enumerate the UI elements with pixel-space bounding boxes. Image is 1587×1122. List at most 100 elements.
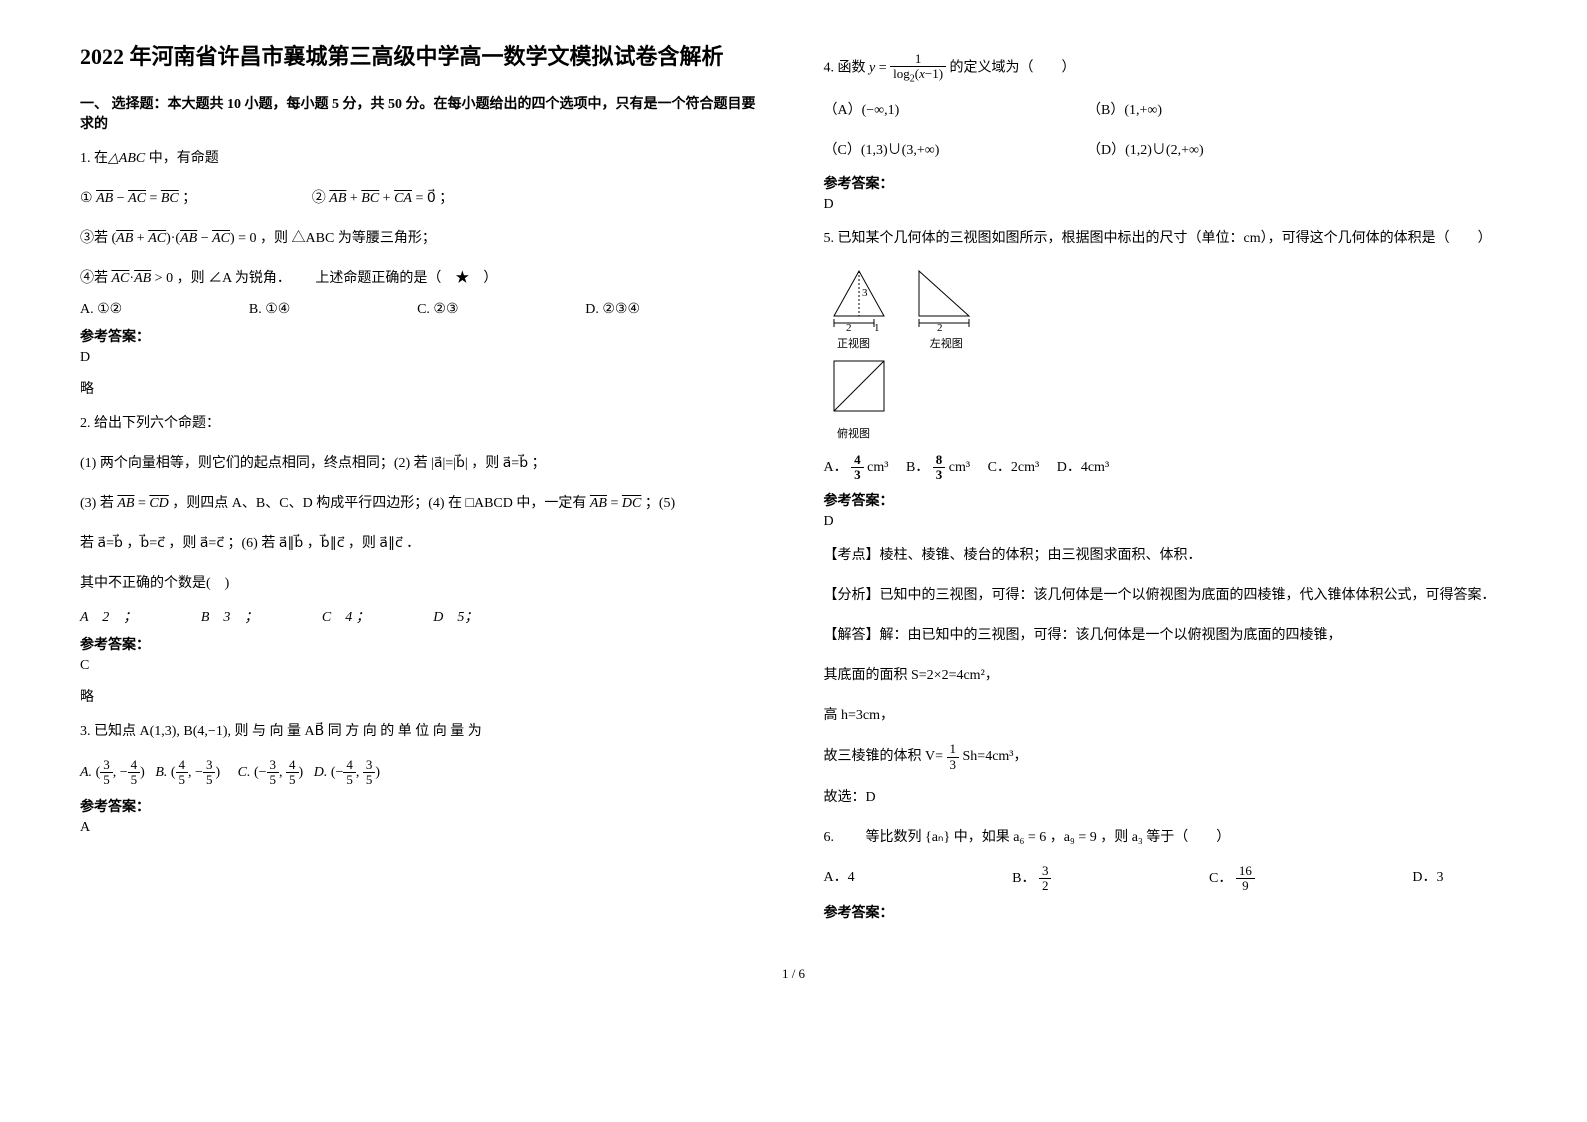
q2-opt-b: B 3 ； xyxy=(201,606,259,626)
q4-stem-pre: 4. 函数 xyxy=(824,61,870,76)
q1-vec-ab2: AB xyxy=(329,191,346,206)
q2-opt-c: C 4 ； xyxy=(322,606,370,626)
q5-opt-a-post: cm³ xyxy=(867,460,888,475)
svg-text:3: 3 xyxy=(862,287,868,299)
q1-prop1-label: ① xyxy=(80,191,96,206)
question-3-stem: 3. 已知点 A(1,3), B(4,−1), 则 与 向 量 AB⃗ 同 方 … xyxy=(80,718,764,746)
q3-answer: A xyxy=(80,820,764,836)
question-2-stem: 2. 给出下列六个命题： xyxy=(80,410,764,438)
q6-opt-b: B． 32 xyxy=(1012,864,1051,894)
q1-opt-d: D. ②③④ xyxy=(585,301,640,318)
q5-exp-sol4: 故三棱锥的体积 V= 13 Sh=4cm³， xyxy=(824,742,1508,772)
section-1-heading: 一、 选择题：本大题共 10 小题，每小题 5 分，共 50 分。在每小题给出的… xyxy=(80,93,764,133)
q4-opt-b: （B）(1,+∞) xyxy=(1087,103,1162,118)
q2-opt-a: A 2 ； xyxy=(80,606,137,626)
q4-answer: D xyxy=(824,197,1508,213)
q1-prop2-label: ② xyxy=(312,191,326,206)
q1-answer-note: 略 xyxy=(80,378,764,398)
answer-label-2: 参考答案： xyxy=(80,634,764,654)
q4-opt-d: （D）(1,2)∪(2,+∞) xyxy=(1087,143,1204,158)
q3-opt-c-pre: C. xyxy=(238,765,251,780)
q1-vec-bc: BC xyxy=(161,191,179,206)
q5-exp-sol5: 故选：D xyxy=(824,784,1508,812)
side-view-label: 左视图 xyxy=(916,335,976,351)
q6-opt-a: A．4 xyxy=(824,864,855,894)
q6-opt-c-pre: C． xyxy=(1209,871,1232,886)
svg-text:2: 2 xyxy=(846,322,852,331)
svg-text:2: 2 xyxy=(937,322,943,331)
q6-options: A．4 B． 32 C． 169 D．3 xyxy=(824,864,1444,894)
q5-exp-tag: 【考点】棱柱、棱锥、棱台的体积；由三视图求面积、体积． xyxy=(824,542,1508,570)
q1-opt-b: B. ①④ xyxy=(249,301,290,318)
q5-exp-sol4-post: Sh=4cm³， xyxy=(963,750,1028,765)
q5-exp-sol3: 高 h=3cm， xyxy=(824,702,1508,730)
top-view-svg xyxy=(824,351,904,421)
answer-label-4: 参考答案： xyxy=(824,173,1508,193)
q3-opt-b-pre: B. xyxy=(155,765,167,780)
q5-opt-d: D．4cm³ xyxy=(1057,460,1109,475)
q2-l2a: (3) 若 xyxy=(80,496,117,511)
q4-opts-row1: （A）(−∞,1) （B）(1,+∞) xyxy=(824,97,1508,125)
q1-prop4-mid: ，则 ∠A 为锐角． xyxy=(177,271,291,286)
q2-line3: 若 a⃗=b⃗ ，b⃗=c⃗ ，则 a⃗=c⃗ ；(6) 若 a⃗∥b⃗ ，b⃗… xyxy=(80,530,764,558)
q2-answer-note: 略 xyxy=(80,686,764,706)
q2-line1: (1) 两个向量相等，则它们的起点相同，终点相同；(2) 若 |a⃗|=|b⃗|… xyxy=(80,450,764,478)
q1-prop3: ③若 (AB + AC)·(AB − AC) = 0 ，则 △ABC 为等腰三角… xyxy=(80,225,764,253)
q3-opt-d-pre: D. xyxy=(314,765,328,780)
q1-options: A. ①② B. ①④ C. ②③ D. ②③④ xyxy=(80,301,640,318)
q1-prop4-end: 上述命题正确的是（ ★ ） xyxy=(315,271,497,286)
q1-prop4: ④若 AC·AB > 0 ，则 ∠A 为锐角． 上述命题正确的是（ ★ ） xyxy=(80,265,764,293)
question-6-stem: 6. 等比数列 {aₙ} 中，如果 a₆ = 6 ，a₉ = 9 ，则 a₃ 等… xyxy=(824,824,1508,852)
q5-exp-an: 【分析】已知中的三视图，可得：该几何体是一个以俯视图为底面的四棱锥，代入锥体体积… xyxy=(824,582,1508,610)
q6-opt-d: D．3 xyxy=(1412,864,1443,894)
q5-opt-c: C．2cm³ xyxy=(988,460,1040,475)
q1-stem-suffix: 中，有命题 xyxy=(145,151,219,166)
q2-line4: 其中不正确的个数是( ) xyxy=(80,570,764,598)
q5-answer: D xyxy=(824,514,1508,530)
q6-opt-c: C． 169 xyxy=(1209,864,1255,894)
q1-opt-a: A. ①② xyxy=(80,301,122,318)
q3-opt-a-pre: A. xyxy=(80,765,92,780)
q1-prop3-prefix: ③若 xyxy=(80,231,112,246)
q2-answer: C xyxy=(80,658,764,674)
q4-opts-row2: （C）(1,3)∪(3,+∞) （D）(1,2)∪(2,+∞) xyxy=(824,137,1508,165)
q1-prop3-suffix: ，则 △ABC 为等腰三角形； xyxy=(260,231,436,246)
q5-exp-sol2: 其底面的面积 S=2×2=4cm²， xyxy=(824,662,1508,690)
q4-opt-c: （C）(1,3)∪(3,+∞) xyxy=(824,137,1084,165)
answer-label-5: 参考答案： xyxy=(824,490,1508,510)
question-5-stem: 5. 已知某个几何体的三视图如图所示，根据图中标出的尺寸（单位：cm），可得这个… xyxy=(824,225,1508,253)
q1-vec-ac: AC xyxy=(128,191,146,206)
q6-opt-b-pre: B． xyxy=(1012,871,1035,886)
q1-answer: D xyxy=(80,350,764,366)
top-view-label: 俯视图 xyxy=(824,425,884,441)
q5-exp-sol4-pre: 故三棱锥的体积 V= xyxy=(824,750,944,765)
q1-stem-prefix: 1. 在 xyxy=(80,151,108,166)
answer-label-6: 参考答案： xyxy=(824,902,1508,922)
q1-opt-c: C. ②③ xyxy=(417,301,458,318)
q2-options: A 2 ； B 3 ； C 4 ； D 5； xyxy=(80,606,764,626)
q2-l2c: ；(5) xyxy=(645,496,675,511)
exam-title: 2022 年河南省许昌市襄城第三高级中学高一数学文模拟试卷含解析 xyxy=(80,40,764,73)
front-side-views-svg: 3 2 1 2 xyxy=(824,261,994,331)
q1-vec-ab: AB xyxy=(96,191,113,206)
q4-opt-a: （A）(−∞,1) xyxy=(824,97,1084,125)
q5-options: A． 43 cm³ B． 83 cm³ C．2cm³ D．4cm³ xyxy=(824,453,1508,483)
q1-stem-mid: △ABC xyxy=(108,151,145,166)
question-1: 1. 在△ABC 中，有命题 xyxy=(80,145,764,173)
q2-line2: (3) 若 AB = CD ，则四点 A、B、C、D 构成平行四边形；(4) 在… xyxy=(80,490,764,518)
answer-label: 参考答案： xyxy=(80,326,764,346)
q5-opt-a-pre: A． xyxy=(824,460,848,475)
q1-vec-ca: CA xyxy=(394,191,412,206)
question-4: 4. 函数 y = 1log2(x−1) 的定义域为（ ） xyxy=(824,52,1508,85)
svg-text:1: 1 xyxy=(874,322,880,331)
q4-stem-post: 的定义域为（ ） xyxy=(950,61,1076,76)
q2-l2b: ，则四点 A、B、C、D 构成平行四边形；(4) 在 □ABCD 中，一定有 xyxy=(172,496,590,511)
q5-opt-b-post: cm³ xyxy=(949,460,970,475)
q3-options: A. (35, −45) B. (45, −35) C. (−35, 45) D… xyxy=(80,758,764,788)
q5-exp-sol1: 【解答】解：由已知中的三视图，可得：该几何体是一个以俯视图为底面的四棱锥， xyxy=(824,622,1508,650)
q2-opt-d: D 5； xyxy=(433,606,478,626)
answer-label-3: 参考答案： xyxy=(80,796,764,816)
page-number: 1 / 6 xyxy=(80,966,1507,982)
q1-vec-bc2: BC xyxy=(361,191,379,206)
q5-opt-b-pre: B． xyxy=(906,460,929,475)
